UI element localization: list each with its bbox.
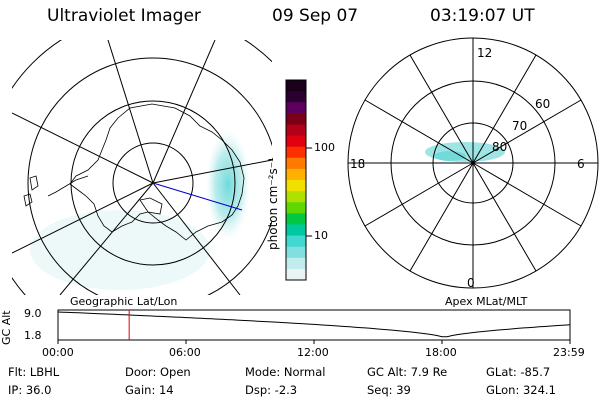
colorbar-band [286,213,306,225]
glon-info: GLon: 324.1 [486,383,556,397]
mlt-6-label: 6 [577,157,585,171]
polar-grid [347,37,599,289]
time-label: 03:19:07 UT [430,6,535,26]
colorbar [286,80,306,281]
colorbar-band [286,257,306,270]
colorbar-unit-label: photon cm⁻²s⁻¹ [266,157,280,250]
mode-info: Mode: Normal [245,365,326,379]
mlat-60-label: 60 [535,97,551,111]
mlt-0-label: 0 [467,276,475,290]
apex-caption: Apex MLat/MLT [445,295,528,308]
colorbar-band [286,157,306,170]
sun-direction-line [152,182,243,211]
door-info: Door: Open [125,365,191,379]
colorbar-band [286,168,306,181]
mlat-80-label: 80 [492,140,508,154]
time-tick-0600: 06:00 [169,346,201,359]
dsp-info: Dsp: -2.3 [245,383,298,397]
antarctica-coastline [69,103,245,241]
gc-alt-axis-label: GC Alt [0,310,13,345]
altitude-plot-frame [57,309,571,341]
geographic-caption: Geographic Lat/Lon [70,295,178,308]
colorbar-band [286,268,306,281]
mlt-12-label: 12 [477,46,493,60]
mlat-70-label: 70 [512,119,528,133]
alt-tick-high: 9.0 [24,307,42,320]
colorbar-tick-10: 10 [314,229,328,242]
colorbar-band [286,224,306,237]
islands [23,175,39,207]
colorbar-band [286,235,306,248]
colorbar-band [286,191,306,203]
time-tick-1200: 12:00 [297,346,329,359]
x-axis-ticks [57,340,571,344]
colorbar-band [286,180,306,192]
seq-info: Seq: 39 [367,383,411,397]
colorbar-tick-100: 100 [314,141,335,154]
aurora-emission [206,130,250,240]
app-title: Ultraviolet Imager [47,6,201,26]
peninsula-coastline [47,175,89,197]
ice-shelf-coastline [139,197,163,215]
altitude-curve [57,311,571,338]
glat-info: GLat: -85.7 [486,365,551,379]
colorbar-band [286,91,306,103]
ip-info: IP: 36.0 [8,383,52,397]
colorbar-band [286,80,306,92]
time-tick-0000: 00:00 [42,346,74,359]
colorbar-band [286,246,306,259]
alt-tick-low: 1.8 [24,329,42,342]
colorbar-band [286,202,306,214]
colorbar-band [286,146,306,159]
filter-info: Flt: LBHL [8,365,60,379]
gain-info: Gain: 14 [125,383,174,397]
colorbar-band [286,124,306,137]
colorbar-band [286,102,306,114]
date-label: 09 Sep 07 [272,6,359,26]
longitude-grid [12,40,272,295]
airglow-region [30,210,210,290]
mlt-18-label: 18 [350,157,366,171]
gc-alt-info: GC Alt: 7.9 Re [367,365,448,379]
colorbar-band [286,135,306,148]
time-tick-2359: 23:59 [553,346,585,359]
colorbar-band [286,113,306,125]
time-tick-1800: 18:00 [425,346,457,359]
